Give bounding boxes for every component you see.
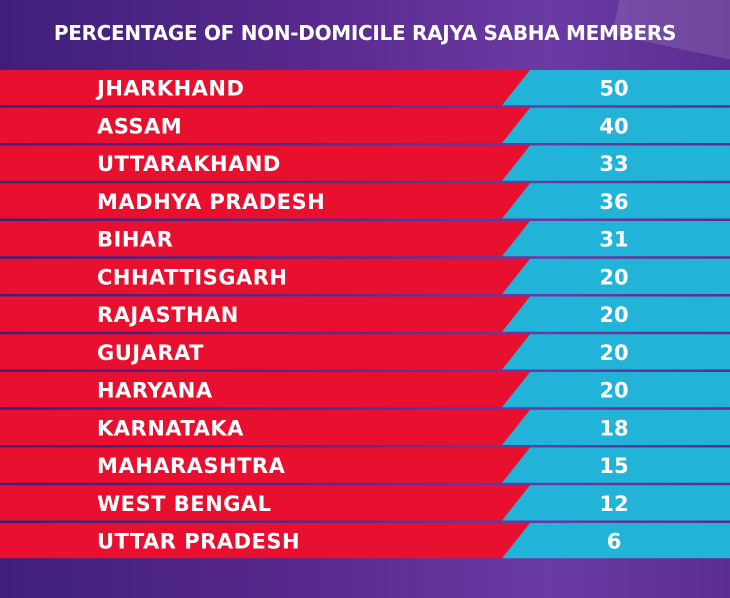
row-label-band [0, 372, 530, 408]
percentage-value: 6 [607, 530, 622, 554]
state-label: MADHYA PRADESH [97, 190, 325, 214]
row-label-band [0, 409, 530, 445]
state-label: BIHAR [97, 228, 173, 252]
row-value-band [502, 523, 730, 559]
state-label: MAHARASHTRA [97, 454, 286, 478]
row-label-band [0, 334, 530, 370]
table-row: HARYANA 20 [0, 372, 730, 408]
table-row: BIHAR 31 [0, 221, 730, 257]
percentage-value: 20 [599, 341, 628, 365]
percentage-value: 18 [599, 416, 628, 440]
table-row: WEST BENGAL 12 [0, 485, 730, 521]
state-label: ASSAM [97, 114, 182, 138]
percentage-value: 15 [599, 454, 628, 478]
row-label-band [0, 70, 530, 106]
table-row: MADHYA PRADESH 36 [0, 183, 730, 219]
row-label-band [0, 258, 530, 294]
percentage-value: 12 [599, 492, 628, 516]
table-row: ASSAM 40 [0, 107, 730, 143]
table-row: CHHATTISGARH 20 [0, 258, 730, 294]
row-label-band [0, 485, 530, 521]
row-value-band [502, 70, 730, 106]
percentage-value: 20 [599, 303, 628, 327]
row-value-band [502, 258, 730, 294]
row-value-band [502, 145, 730, 181]
row-value-band [502, 221, 730, 257]
row-label-band [0, 221, 530, 257]
table-row: GUJARAT 20 [0, 334, 730, 370]
table-row: RAJASTHAN 20 [0, 296, 730, 332]
table-row: UTTAR PRADESH 6 [0, 523, 730, 559]
state-label: GUJARAT [97, 341, 204, 365]
row-label-band [0, 107, 530, 143]
state-label: WEST BENGAL [97, 492, 272, 516]
row-label-band [0, 183, 530, 219]
row-label-band [0, 523, 530, 559]
state-label: CHHATTISGARH [97, 265, 288, 289]
percentage-value: 40 [599, 114, 628, 138]
state-label: JHARKHAND [95, 77, 244, 101]
row-value-band [502, 334, 730, 370]
percentage-value: 50 [599, 77, 628, 101]
row-label-band [0, 296, 530, 332]
percentage-value: 20 [599, 265, 628, 289]
table-row: UTTARAKHAND 33 [0, 145, 730, 181]
table-row: MAHARASHTRA 15 [0, 447, 730, 483]
row-value-band [502, 372, 730, 408]
state-label: HARYANA [97, 379, 213, 403]
percentage-value: 20 [599, 379, 628, 403]
chart-title: PERCENTAGE OF NON-DOMICILE RAJYA SABHA M… [53, 21, 677, 45]
percentage-value: 36 [599, 190, 628, 214]
state-label: UTTARAKHAND [97, 152, 281, 176]
state-label: UTTAR PRADESH [97, 530, 300, 554]
row-value-band [502, 485, 730, 521]
row-value-band [502, 447, 730, 483]
percentage-value: 31 [599, 228, 628, 252]
table-row: JHARKHAND 50 [0, 70, 730, 106]
row-value-band [502, 409, 730, 445]
state-label: RAJASTHAN [97, 303, 239, 327]
row-label-band [0, 145, 530, 181]
percentage-value: 33 [599, 152, 628, 176]
state-label: KARNATAKA [97, 416, 244, 440]
table-row: KARNATAKA 18 [0, 409, 730, 445]
row-label-band [0, 447, 530, 483]
row-value-band [502, 183, 730, 219]
row-value-band [502, 107, 730, 143]
row-value-band [502, 296, 730, 332]
